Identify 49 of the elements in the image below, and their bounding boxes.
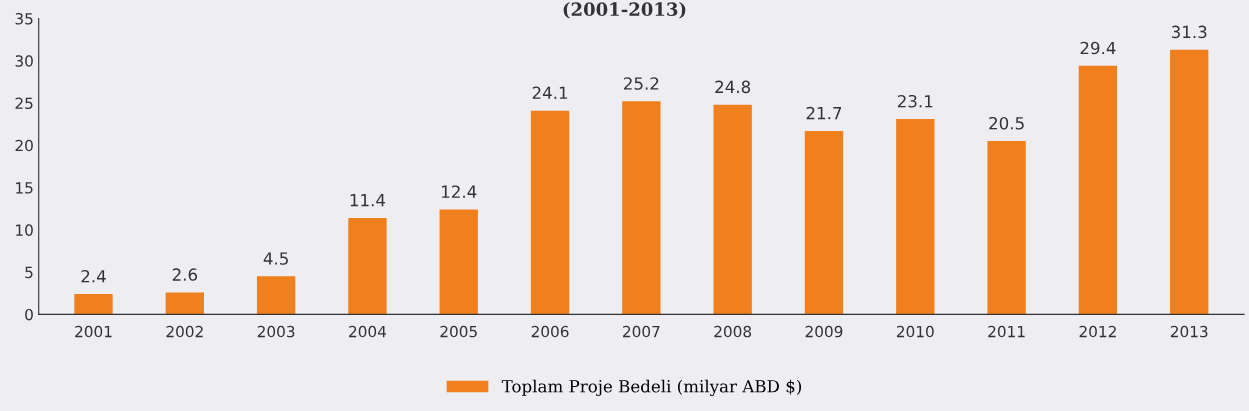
data-label: 23.1 <box>897 94 933 108</box>
bar <box>1078 65 1118 315</box>
x-tick-label: 2010 <box>896 325 934 338</box>
bar <box>713 104 752 315</box>
data-label: 12.4 <box>442 185 477 198</box>
bar <box>896 119 935 315</box>
x-tick-label: 2009 <box>805 325 843 338</box>
bar <box>165 292 204 315</box>
data-label: 2.4 <box>81 269 106 283</box>
x-tick-label: 2011 <box>988 325 1025 338</box>
data-label: 24.8 <box>715 80 751 94</box>
chart-title: (2001-2013) <box>563 2 686 19</box>
y-tick-label: 5 <box>25 266 33 279</box>
bar <box>439 209 478 315</box>
x-tick-label: 2012 <box>1079 325 1116 338</box>
bar <box>348 218 387 315</box>
y-tick-label: 10 <box>16 224 33 236</box>
y-tick-label: 30 <box>15 55 33 67</box>
data-label: 2.6 <box>172 268 198 281</box>
y-tick-label: 25 <box>15 97 33 110</box>
data-label: 20.5 <box>989 116 1024 130</box>
data-label: 25.2 <box>624 77 659 90</box>
x-tick-label: 2005 <box>440 325 477 338</box>
x-tick-label: 2004 <box>349 325 387 338</box>
bar <box>1170 49 1209 315</box>
bar <box>256 276 296 315</box>
bar <box>804 130 844 315</box>
x-tick-label: 2013 <box>1170 325 1208 338</box>
data-label: 29.4 <box>1080 41 1116 55</box>
x-tick-label: 2008 <box>714 325 752 338</box>
data-label: 24.1 <box>532 86 568 99</box>
y-tick-label: 15 <box>16 182 33 194</box>
data-label: 4.5 <box>263 252 288 265</box>
x-tick-label: 2007 <box>623 325 660 338</box>
legend-label: Toplam Proje Bedeli (milyar ABD $) <box>501 379 802 396</box>
x-tick-label: 2003 <box>257 325 295 338</box>
x-tick-label: 2006 <box>531 325 569 338</box>
y-tick-label: 20 <box>15 139 33 152</box>
x-tick-label: 2002 <box>166 325 203 338</box>
data-label: 11.4 <box>350 194 386 207</box>
y-tick-label: 0 <box>25 308 33 321</box>
y-tick-label: 35 <box>15 12 33 25</box>
x-tick-label: 2001 <box>75 325 112 338</box>
data-label: 21.7 <box>806 106 842 120</box>
bar <box>987 141 1026 315</box>
bar <box>622 101 661 315</box>
data-label: 31.3 <box>1171 25 1207 39</box>
bar <box>74 294 113 315</box>
bar <box>530 110 570 315</box>
